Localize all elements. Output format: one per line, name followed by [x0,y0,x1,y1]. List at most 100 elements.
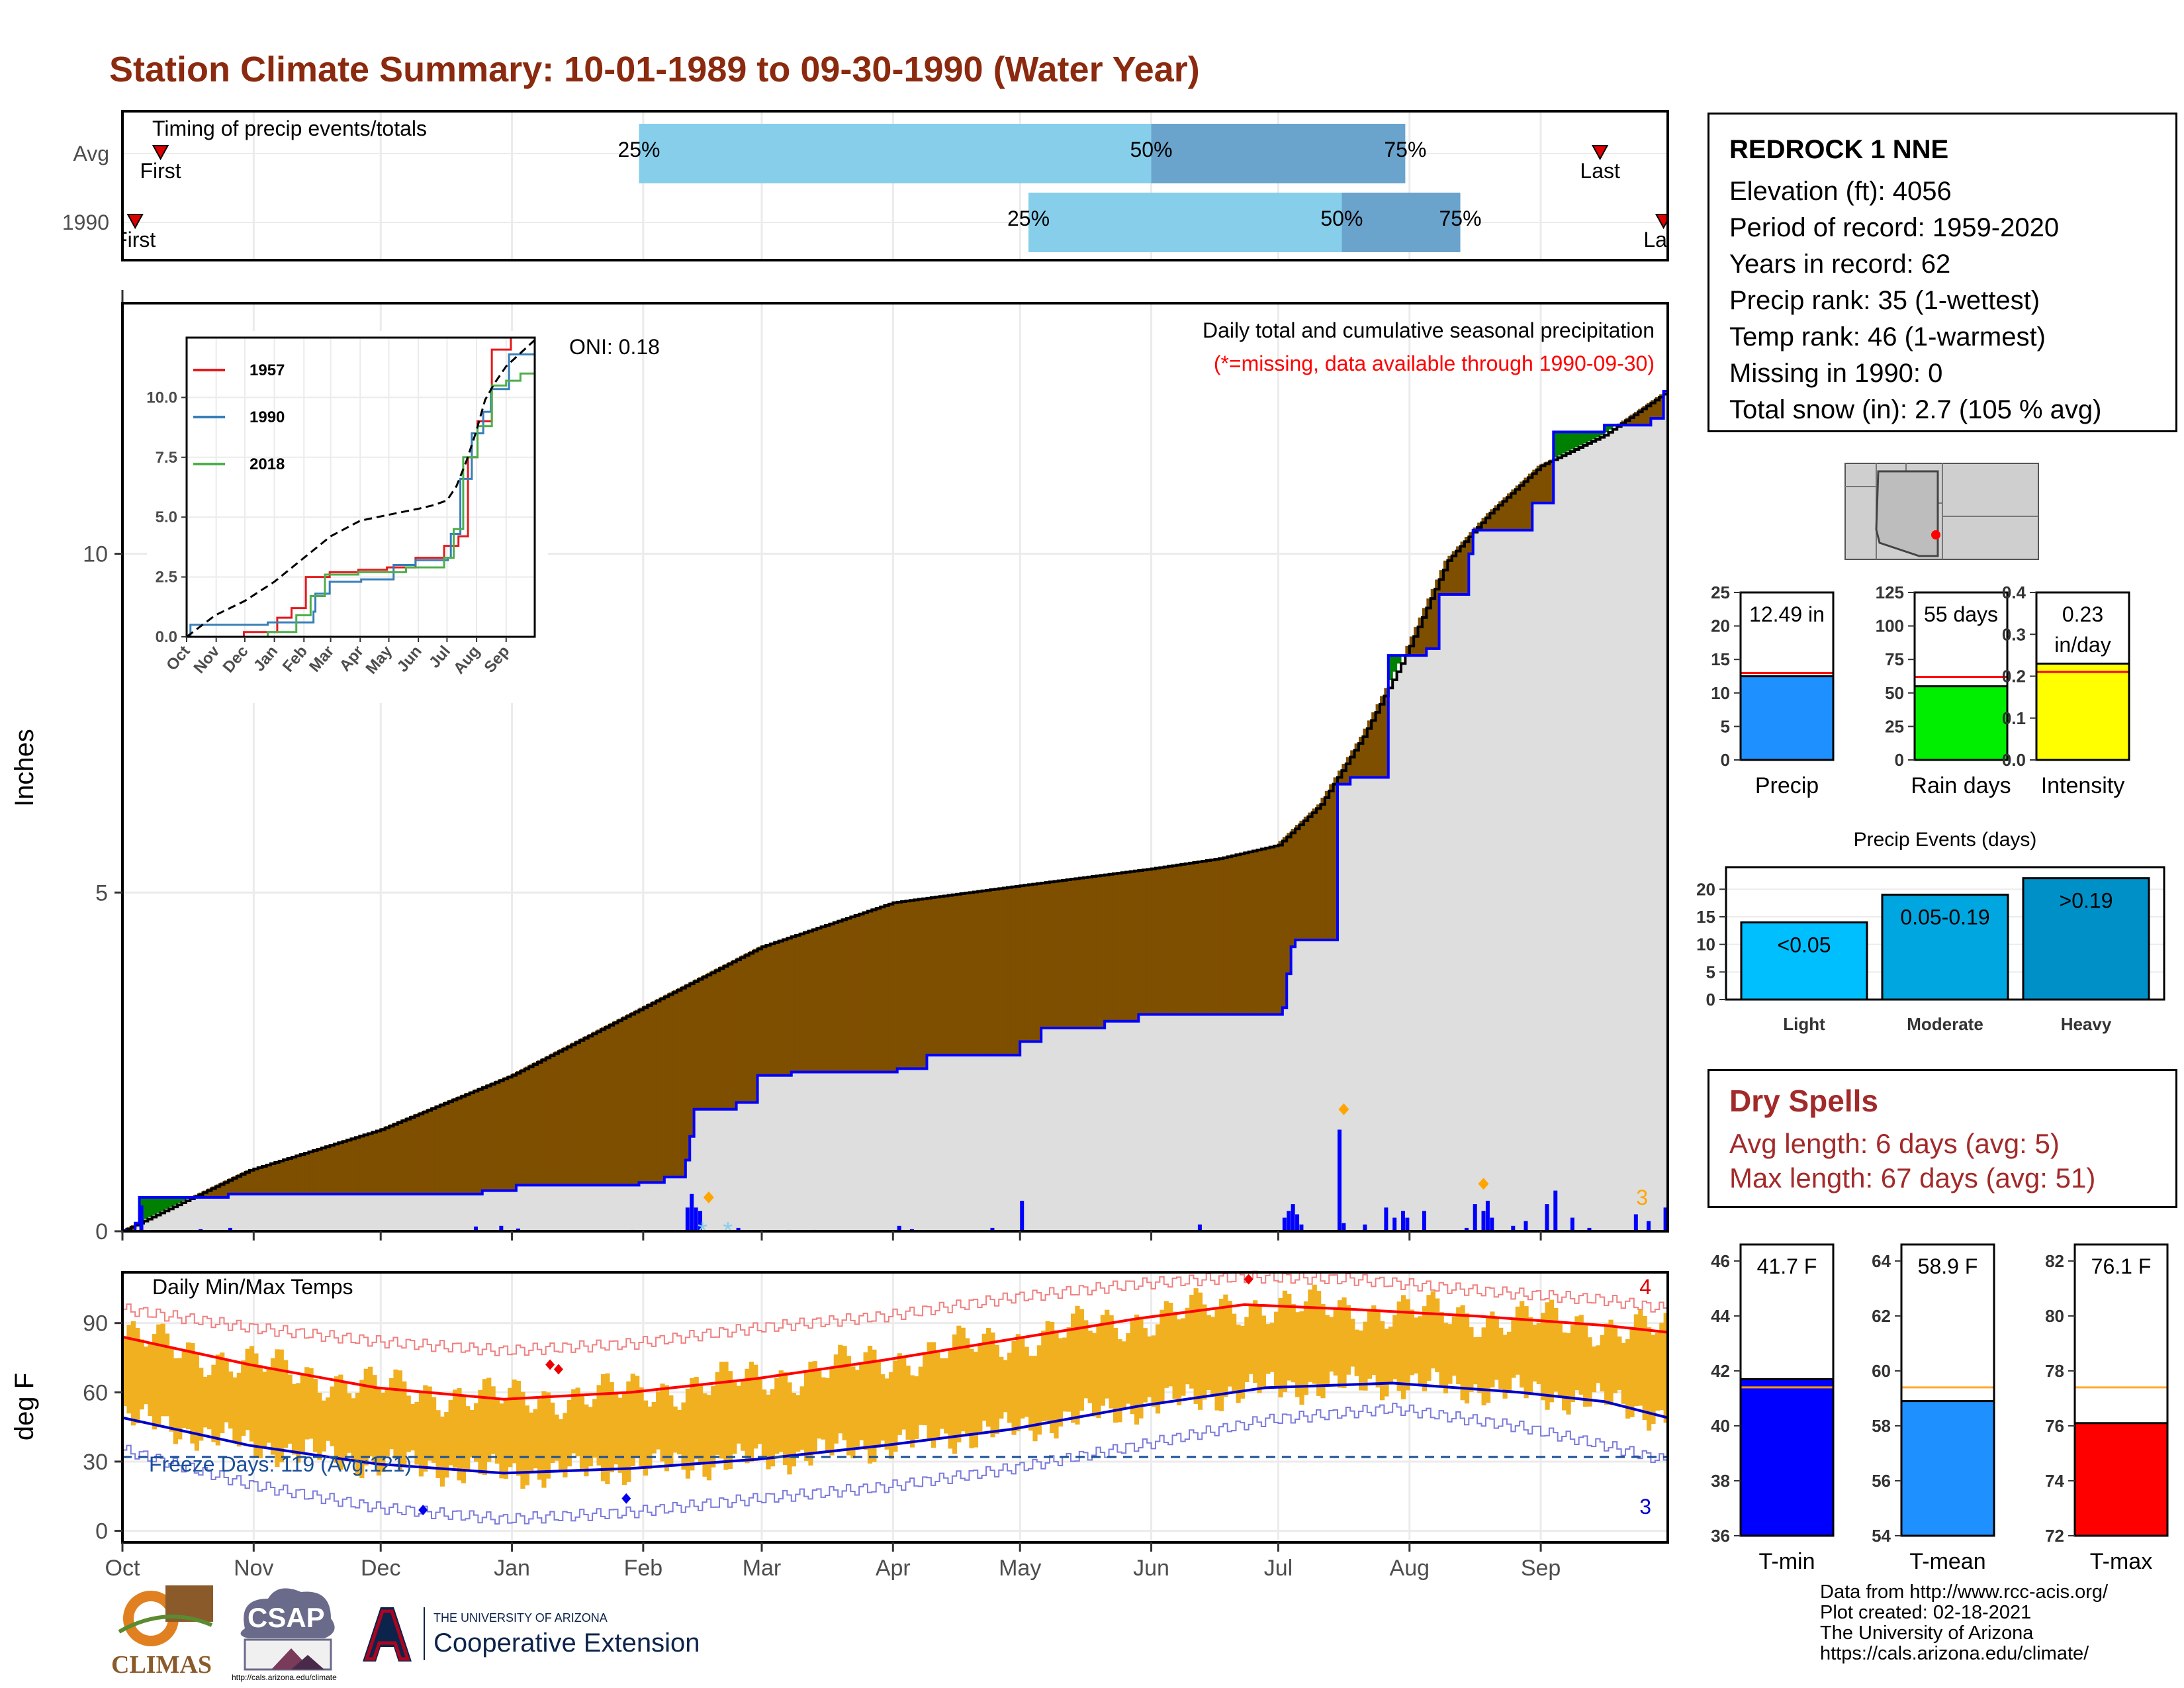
temps-daily-range [160,1323,165,1417]
temps-daily-range [588,1407,593,1467]
temps-daily-range [199,1368,204,1441]
temps-daily-range [1320,1303,1326,1399]
precip-deficit-slice [321,1147,326,1194]
precip-daily-bar [1287,1211,1291,1231]
precip-deficit-slice [1100,874,1105,1028]
temps-daily-range [965,1338,970,1436]
precip-deficit-slice [215,1184,220,1197]
precip-daily-bar [897,1225,901,1231]
precip-deficit-slice [681,986,686,1178]
csap-url: http://cals.arizona.edu/climate [232,1673,337,1682]
precip-max-marker [1478,1178,1489,1190]
csap-logo: CSAP http://cals.arizona.edu/climate [232,1579,344,1685]
precip-deficit-slice [833,921,839,1072]
temps-daily-range [1375,1310,1381,1387]
temps-daily-range [1506,1331,1512,1393]
temps-daily-range [139,1339,144,1410]
temps-daily-range [1011,1340,1017,1435]
temps-daily-range [393,1369,398,1459]
temps-daily-range [1527,1317,1533,1393]
precip-deficit-slice [796,933,801,1072]
climas-logo-mark [118,1585,213,1646]
temps-daily-range [1511,1319,1516,1378]
precip-deficit-slice [1032,883,1038,1042]
temps-daily-range [1206,1315,1211,1390]
precip-deficit-slice [1223,857,1228,1015]
state-outline [1875,470,1939,557]
temps-daily-range [220,1352,225,1433]
precip-deficit-slice [1367,720,1372,778]
precip-deficit-slice [334,1143,339,1194]
events-frame [1725,866,2165,1001]
tempbars-1-ytick-label: 54 [1872,1526,1891,1546]
station-years: Years in record: 62 [1729,250,1951,279]
precip-deficit-slice [1189,862,1195,1015]
precip-deficit-slice [1045,882,1050,1028]
temps-daily-range [1502,1335,1508,1399]
temps-daily-range [1070,1313,1076,1423]
precip-deficit-slice [232,1176,238,1194]
temps-daily-range [249,1346,255,1442]
temps-daily-range [1456,1307,1461,1385]
temps-daily-range [854,1370,860,1447]
temps-daily-range [177,1358,183,1440]
temps-daily-range [372,1375,377,1464]
precip-deficit-slice [1473,527,1478,530]
precip-deficit-slice [1498,501,1504,530]
precip-ytick-label: 5 [95,880,108,906]
temps-daily-range [600,1374,606,1481]
precip-deficit-slice [529,1064,534,1186]
precip-deficit-slice [880,905,886,1072]
precip-deficit-slice [736,957,741,1103]
precip-daily-bar [1663,1207,1668,1231]
temps-daily-range [452,1389,458,1468]
totals-1-value-label: 55 days [1924,602,1998,626]
precip-deficit-slice [1371,712,1377,778]
timing-q25-label: 25% [617,138,660,162]
precip-deficit-slice [1109,873,1114,1021]
precip-deficit-slice [211,1186,216,1197]
temps-daily-range [702,1393,707,1477]
precip-deficit-slice [414,1113,420,1194]
station-snow: Total snow (in): 2.7 (105 % avg) [1729,395,2102,424]
temps-daily-range [897,1353,902,1435]
precip-surplus-slice [177,1197,183,1203]
precip-surplus-slice [173,1197,178,1205]
totals-2-ytick-label: 0.0 [2002,750,2026,770]
precip-deficit-slice [1651,400,1656,418]
temps-daily-range [1629,1327,1635,1417]
precip-deficit-slice [220,1182,225,1197]
precip-daily-bar [1400,1211,1405,1231]
inset-legend-label: 1957 [250,361,285,379]
precip-surplus-slice [143,1197,148,1219]
temps-daily-range [1566,1333,1571,1415]
temps-daily-range [872,1349,877,1462]
temps-daily-range [918,1366,923,1425]
precip-deficit-slice [1003,887,1008,1055]
precip-deficit-slice [1350,750,1355,778]
precip-deficit-slice [296,1154,301,1194]
precip-deficit-slice [745,953,750,1103]
precip-deficit-slice [1287,833,1292,974]
precip-deficit-slice [1236,853,1241,1015]
temps-daily-range [143,1346,149,1405]
temps-daily-range [381,1392,386,1472]
precip-daily-bar [1363,1224,1367,1231]
precip-deficit-slice [355,1136,360,1194]
precip-deficit-slice [867,910,872,1072]
temps-daily-range [876,1362,881,1448]
temps-daily-range [1176,1319,1182,1405]
temps-daily-range [1532,1325,1537,1382]
precip-deficit-slice [850,915,856,1072]
tempbars-2-bar [2073,1422,2169,1537]
precip-deficit-slice [406,1117,411,1194]
precip-deficit-slice [630,1011,635,1186]
precip-deficit-slice [1354,743,1359,778]
temps-daily-range [342,1382,347,1462]
precip-daily-bar [1647,1221,1651,1231]
temps-daily-range [677,1409,682,1455]
totals-1-ytick-label: 75 [1885,649,1904,669]
temps-daily-range [1105,1309,1110,1399]
precip-deficit-slice [600,1027,606,1186]
temps-daily-range [1342,1297,1347,1388]
